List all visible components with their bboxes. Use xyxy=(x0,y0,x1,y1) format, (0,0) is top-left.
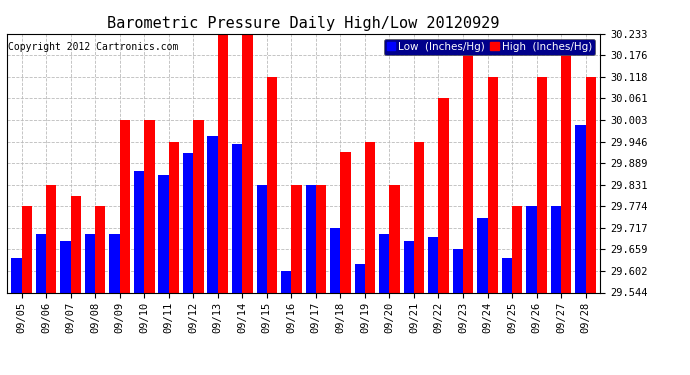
Bar xyxy=(428,237,438,292)
Bar xyxy=(379,234,389,292)
Bar xyxy=(526,206,537,292)
Bar xyxy=(575,125,586,292)
Bar xyxy=(438,98,449,292)
Bar xyxy=(414,141,424,292)
Bar xyxy=(291,185,302,292)
Bar xyxy=(561,55,571,292)
Bar xyxy=(21,206,32,292)
Text: Copyright 2012 Cartronics.com: Copyright 2012 Cartronics.com xyxy=(8,42,179,51)
Bar xyxy=(242,34,253,292)
Legend: Low  (Inches/Hg), High  (Inches/Hg): Low (Inches/Hg), High (Inches/Hg) xyxy=(384,39,595,55)
Bar xyxy=(119,120,130,292)
Bar xyxy=(134,171,144,292)
Bar xyxy=(46,185,57,292)
Bar xyxy=(70,196,81,292)
Bar xyxy=(389,185,400,292)
Bar xyxy=(551,206,561,292)
Bar xyxy=(463,55,473,292)
Bar xyxy=(95,206,106,292)
Bar xyxy=(316,185,326,292)
Bar xyxy=(267,77,277,292)
Bar xyxy=(85,234,95,292)
Bar xyxy=(477,218,488,292)
Bar xyxy=(586,77,596,292)
Title: Barometric Pressure Daily High/Low 20120929: Barometric Pressure Daily High/Low 20120… xyxy=(108,16,500,31)
Bar xyxy=(281,271,291,292)
Bar xyxy=(208,136,218,292)
Bar xyxy=(488,77,497,292)
Bar xyxy=(218,34,228,292)
Bar xyxy=(159,175,169,292)
Bar xyxy=(453,249,463,292)
Bar xyxy=(110,234,119,292)
Bar xyxy=(355,264,365,292)
Bar xyxy=(144,120,155,292)
Bar xyxy=(537,77,547,292)
Bar xyxy=(257,185,267,292)
Bar xyxy=(502,258,512,292)
Bar xyxy=(512,206,522,292)
Bar xyxy=(193,120,204,292)
Bar xyxy=(404,242,414,292)
Bar xyxy=(36,234,46,292)
Bar xyxy=(169,141,179,292)
Bar xyxy=(365,141,375,292)
Bar xyxy=(330,228,340,292)
Bar xyxy=(232,144,242,292)
Bar xyxy=(11,258,21,292)
Bar xyxy=(60,242,70,292)
Bar xyxy=(306,185,316,292)
Bar xyxy=(183,153,193,292)
Bar xyxy=(340,152,351,292)
